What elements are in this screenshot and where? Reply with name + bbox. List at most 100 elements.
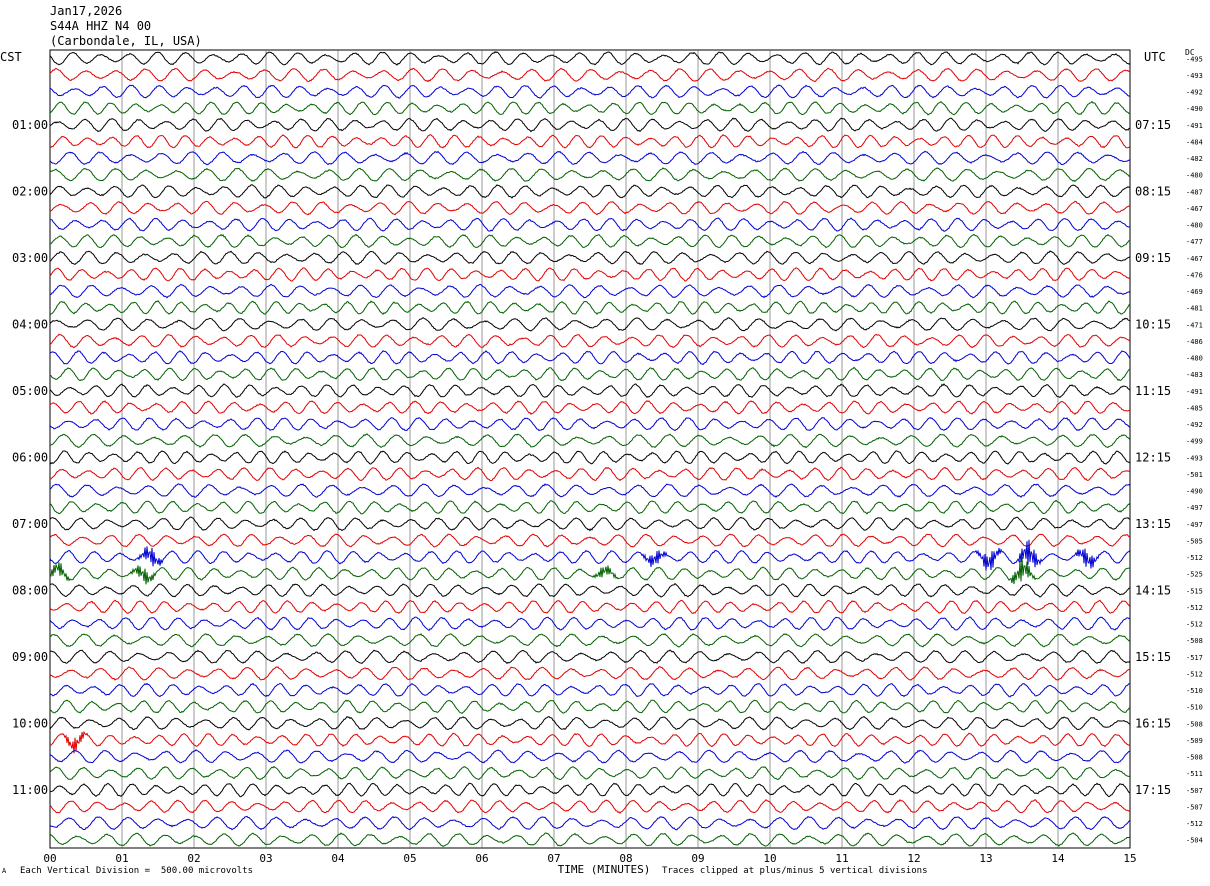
seismic-trace (49, 417, 1131, 432)
seismic-trace (49, 516, 1131, 532)
dc-offset-label: -491 (1186, 388, 1203, 396)
seismic-trace (49, 582, 1131, 598)
dc-offset-label: -485 (1186, 404, 1203, 412)
seismic-trace (49, 649, 1131, 665)
dc-offset-label: -497 (1186, 504, 1203, 512)
plot-frame (49, 49, 1131, 849)
dc-offset-label: -512 (1186, 604, 1203, 612)
dc-offset-label: -471 (1186, 321, 1203, 329)
corner-mark: A (2, 867, 7, 875)
dc-offset-label: -497 (1186, 521, 1203, 529)
x-tick-label: 08 (619, 852, 632, 865)
seismic-trace (49, 200, 1131, 216)
left-hour-label: 03:00 (12, 251, 48, 265)
right-hour-label: 09:15 (1135, 251, 1171, 265)
hour-labels: 01:00 02:00 03:00 04:00 05:00 06:00 07:00 08:00… (12, 118, 1171, 797)
left-hour-label: 01:00 (12, 118, 48, 132)
header-location: (Carbondale, IL, USA) (50, 34, 202, 48)
seismic-trace (49, 167, 1131, 183)
seismic-trace (49, 134, 1131, 149)
right-hour-label: 08:15 (1135, 184, 1171, 198)
right-hour-label: 16:15 (1135, 716, 1171, 730)
seismic-trace (49, 366, 1131, 382)
seismic-trace (49, 184, 1131, 199)
seismic-trace (49, 283, 1131, 299)
seismic-trace (49, 666, 1131, 681)
right-hour-label: 15:15 (1135, 650, 1171, 664)
dc-offset-label: -491 (1186, 122, 1203, 130)
seismic-trace (49, 350, 1131, 366)
seismic-trace (49, 100, 1131, 116)
dc-offset-label: -512 (1186, 820, 1203, 828)
seismic-trace (49, 832, 1131, 847)
right-hour-label: 12:15 (1135, 450, 1171, 464)
seismic-trace (49, 632, 1131, 648)
seismic-trace (49, 539, 1131, 571)
seismic-trace (49, 300, 1131, 316)
dc-offset-label: -508 (1186, 637, 1203, 645)
dc-offset-label: -512 (1186, 554, 1203, 562)
dc-offset-label: -467 (1186, 205, 1203, 213)
dc-offset-label: -512 (1186, 621, 1203, 629)
dc-offset-label: -509 (1186, 737, 1203, 745)
dc-offset-label: -483 (1186, 371, 1203, 379)
seismic-trace (49, 316, 1131, 332)
x-tick-label: 12 (907, 852, 920, 865)
right-hour-label: 13:15 (1135, 517, 1171, 531)
x-tick-label: 07 (547, 852, 560, 865)
x-tick-label: 11 (835, 852, 848, 865)
seismic-trace (49, 699, 1131, 715)
x-tick-label: 03 (259, 852, 272, 865)
x-tick-label: 06 (475, 852, 488, 865)
seismic-trace (49, 267, 1131, 282)
dc-offset-label: -481 (1186, 305, 1203, 313)
dc-offset-label: -480 (1186, 355, 1203, 363)
dc-offset-label: -511 (1186, 770, 1203, 778)
left-hour-label: 08:00 (12, 583, 48, 597)
dc-offset-label: -476 (1186, 271, 1203, 279)
seismic-trace (49, 233, 1131, 249)
trace-group (49, 50, 1131, 847)
seismic-trace (49, 67, 1131, 83)
dc-offset-label: -507 (1186, 803, 1203, 811)
left-hour-label: 02:00 (12, 184, 48, 198)
right-hour-label: 14:15 (1135, 583, 1171, 597)
right-hour-label: 17:15 (1135, 783, 1171, 797)
seismic-trace (49, 217, 1131, 232)
x-tick-label: 15 (1123, 852, 1136, 865)
dc-offset-label: -510 (1186, 687, 1203, 695)
seismic-trace (49, 117, 1130, 133)
left-hour-label: 06:00 (12, 450, 48, 464)
dc-offset-label: -525 (1186, 571, 1203, 579)
seismic-trace (50, 782, 1131, 798)
x-tick-label: 01 (115, 852, 128, 865)
dc-offset-label: -469 (1186, 288, 1203, 296)
left-hour-label: 11:00 (12, 783, 48, 797)
seismic-trace (49, 50, 1131, 66)
dc-offset-label: -492 (1186, 89, 1203, 97)
x-tick-label: 13 (979, 852, 992, 865)
dc-offset-label: -477 (1186, 238, 1203, 246)
dc-offset-label: -501 (1186, 471, 1203, 479)
seismic-trace (49, 599, 1131, 614)
seismic-trace (49, 533, 1131, 548)
seismic-trace (49, 557, 1130, 585)
x-tick-label: 10 (763, 852, 776, 865)
dc-offset-label: -504 (1186, 837, 1203, 845)
x-axis-label: TIME (MINUTES) (558, 863, 651, 876)
dc-offset-label: -482 (1186, 155, 1203, 163)
dc-offset-label: -512 (1186, 670, 1203, 678)
dc-offset-label: -510 (1186, 704, 1203, 712)
dc-offset-label: -493 (1186, 454, 1203, 462)
seismic-trace (49, 84, 1130, 99)
seismic-trace (49, 433, 1131, 449)
seismic-trace (49, 798, 1131, 815)
dc-offset-label: -505 (1186, 537, 1203, 545)
seismic-trace (49, 815, 1131, 831)
x-tick-label: 05 (403, 852, 416, 865)
seismic-trace (49, 499, 1131, 515)
left-hour-label: 04:00 (12, 317, 48, 331)
right-hour-label: 10:15 (1135, 317, 1171, 331)
